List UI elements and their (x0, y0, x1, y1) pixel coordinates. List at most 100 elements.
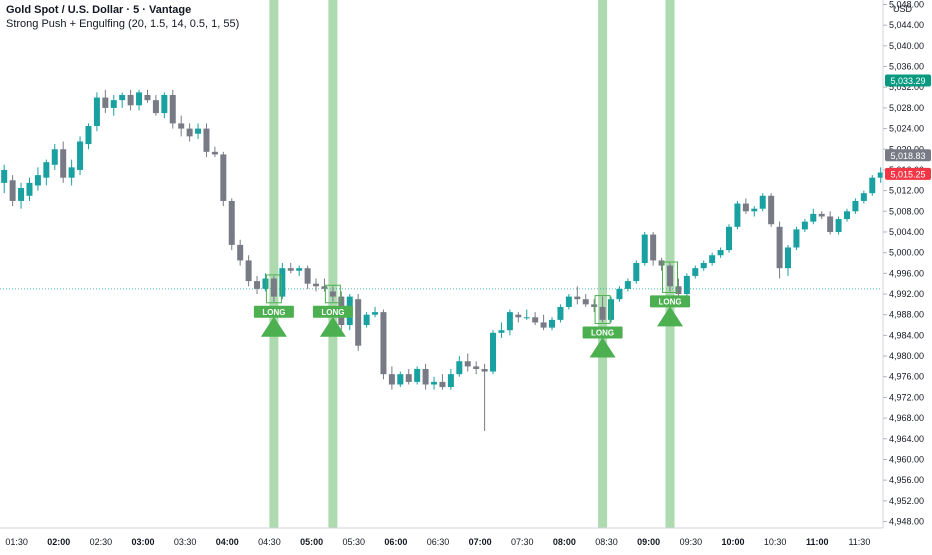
candle[interactable] (641, 231, 648, 266)
candle[interactable] (565, 294, 572, 310)
candle[interactable] (835, 216, 842, 235)
long-signal-marker[interactable]: LONG (253, 274, 294, 337)
candle[interactable] (85, 123, 92, 150)
candle[interactable] (211, 146, 218, 158)
candle[interactable] (624, 278, 631, 292)
candle[interactable] (506, 309, 513, 336)
long-signal-marker[interactable]: LONG (312, 284, 353, 337)
candle[interactable] (329, 286, 336, 302)
long-signal-marker[interactable]: LONG (582, 295, 623, 358)
candle[interactable] (287, 263, 294, 274)
candle[interactable] (304, 265, 311, 289)
candle[interactable] (152, 94, 159, 116)
candle[interactable] (717, 247, 724, 258)
candle[interactable] (852, 198, 859, 214)
long-signal-marker[interactable]: LONG (650, 261, 691, 327)
candle[interactable] (759, 193, 766, 212)
candle[interactable] (9, 175, 16, 207)
candle[interactable] (144, 89, 151, 103)
candle[interactable] (1, 164, 8, 194)
candle[interactable] (818, 211, 825, 220)
price-axis-panel[interactable] (883, 0, 932, 550)
candle[interactable] (650, 231, 657, 266)
candle[interactable] (51, 144, 58, 170)
price-label-badge[interactable]: 5,018.83 (885, 149, 931, 162)
candle[interactable] (456, 356, 463, 377)
candle[interactable] (388, 366, 395, 390)
candle[interactable] (540, 314, 547, 331)
candle[interactable] (742, 198, 749, 214)
candle[interactable] (608, 296, 615, 323)
candle[interactable] (18, 182, 25, 209)
candle[interactable] (498, 322, 505, 338)
time-axis[interactable]: 01:30 02:00 02:30 03:00 03:30 04:00 04:30 05:00… (0, 527, 883, 550)
candle[interactable] (237, 239, 244, 266)
signal-markers-layer[interactable]: LONG LONG LONG LONG (253, 261, 691, 358)
candle[interactable] (102, 89, 109, 114)
candle[interactable] (768, 193, 775, 227)
candle[interactable] (860, 190, 867, 204)
candle[interactable] (228, 198, 235, 251)
candle[interactable] (473, 361, 480, 375)
candle[interactable] (464, 353, 471, 372)
candle[interactable] (700, 260, 707, 271)
candle[interactable] (136, 89, 143, 111)
candle[interactable] (270, 275, 277, 302)
candle[interactable] (422, 363, 429, 390)
candle[interactable] (77, 136, 84, 176)
candle[interactable] (119, 92, 126, 108)
candle[interactable] (515, 312, 522, 323)
candle[interactable] (254, 275, 261, 295)
candle[interactable] (557, 304, 564, 323)
price-label-badge[interactable]: 5,033.29 (885, 74, 931, 87)
candle[interactable] (523, 309, 530, 320)
candle[interactable] (667, 263, 674, 292)
indicator-label[interactable]: Strong Push + Engulfing (20, 1.5, 14, 0.… (6, 18, 240, 30)
candle[interactable] (313, 278, 320, 292)
candle[interactable] (574, 286, 581, 305)
candle[interactable] (372, 306, 379, 318)
candle[interactable] (549, 317, 556, 331)
candle[interactable] (431, 376, 438, 390)
candle[interactable] (869, 175, 876, 196)
candle[interactable] (178, 115, 185, 137)
candle[interactable] (110, 94, 117, 116)
candle[interactable] (599, 296, 606, 323)
candle[interactable] (397, 371, 404, 388)
candle[interactable] (262, 273, 269, 292)
candle[interactable] (726, 224, 733, 253)
candle[interactable] (709, 252, 716, 266)
candle[interactable] (734, 200, 741, 230)
candle[interactable] (633, 260, 640, 284)
candle[interactable] (34, 167, 41, 191)
candle[interactable] (439, 374, 446, 390)
candle[interactable] (203, 123, 210, 158)
candle[interactable] (683, 273, 690, 297)
candle[interactable] (321, 278, 328, 292)
candle[interactable] (186, 123, 193, 142)
candle[interactable] (195, 123, 202, 139)
price-label-badge[interactable]: 5,015.25 (885, 167, 931, 180)
candle[interactable] (380, 309, 387, 380)
candle[interactable] (481, 363, 488, 432)
candle[interactable] (363, 312, 370, 328)
candle[interactable] (414, 366, 421, 385)
candle[interactable] (93, 92, 100, 132)
candle[interactable] (658, 257, 665, 271)
candle[interactable] (776, 221, 783, 279)
candle[interactable] (296, 265, 303, 276)
candle[interactable] (447, 368, 454, 390)
candle[interactable] (591, 299, 598, 313)
candle[interactable] (582, 294, 589, 307)
candle[interactable] (43, 159, 50, 186)
candle[interactable] (827, 211, 834, 235)
candle[interactable] (161, 92, 168, 119)
plot-area[interactable] (0, 0, 882, 528)
candle[interactable] (751, 206, 758, 217)
candle[interactable] (405, 368, 412, 385)
candle[interactable] (844, 208, 850, 222)
candle[interactable] (169, 89, 176, 129)
